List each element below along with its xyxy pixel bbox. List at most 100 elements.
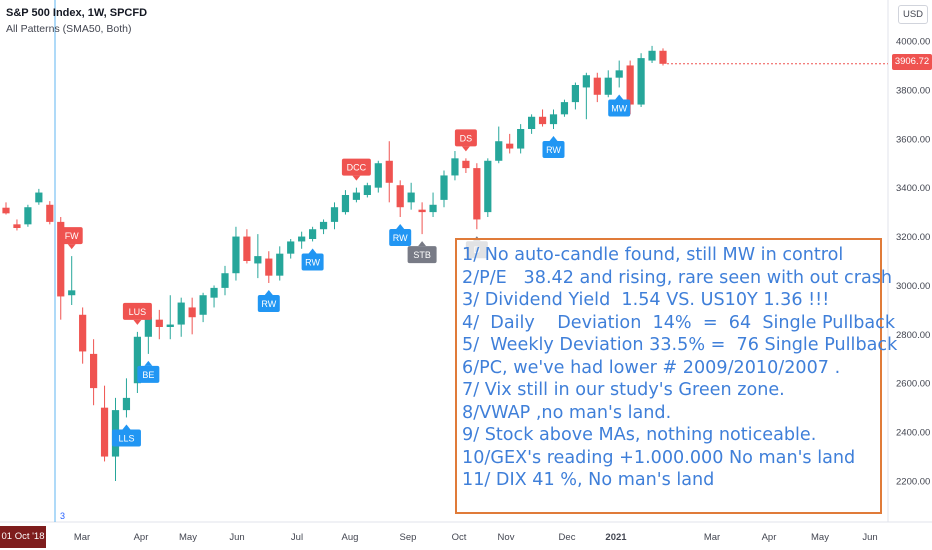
pattern-signal-pointer xyxy=(67,244,76,250)
x-tick-label: Mar xyxy=(704,532,720,543)
candle-body xyxy=(571,85,579,103)
note-line: 5/ Weekly Deviation 33.5% = 76 Single Pu… xyxy=(462,335,898,355)
y-tick-label: 2200.00 xyxy=(896,477,930,488)
indicator-label[interactable]: All Patterns (SMA50, Both) xyxy=(6,23,132,35)
candle-body xyxy=(538,116,547,125)
candle-body xyxy=(363,185,371,195)
candle-body xyxy=(440,175,448,200)
candle-body xyxy=(13,224,21,228)
y-tick-label: 2800.00 xyxy=(896,330,930,341)
pattern-signal-badge xyxy=(341,158,371,176)
candle-body xyxy=(298,236,306,242)
y-tick-label: 3200.00 xyxy=(896,232,930,243)
y-tick-label: 4000.00 xyxy=(896,37,930,48)
x-tick-label: Jun xyxy=(229,532,244,543)
candle-body xyxy=(35,192,43,203)
candle-body xyxy=(484,160,492,213)
note-line: 11/ DIX 41 %, No man's land xyxy=(462,470,715,490)
candle-body xyxy=(330,207,339,222)
pattern-signal-label: LUS xyxy=(129,307,147,317)
candle-body xyxy=(648,50,656,61)
candle-body xyxy=(265,258,273,276)
candle-body xyxy=(626,65,634,105)
symbol-title[interactable]: S&P 500 Index, 1W, SPCFD xyxy=(6,7,148,19)
pattern-signal-label: MW xyxy=(611,103,627,113)
last-price-tag: 3906.72 xyxy=(892,54,932,70)
candle-body xyxy=(462,160,470,169)
y-tick-label: 3800.00 xyxy=(896,85,930,96)
candle-body xyxy=(79,314,87,352)
candle-body xyxy=(144,317,152,337)
candle-body xyxy=(155,319,163,327)
pattern-signal-label: RW xyxy=(261,299,276,309)
pattern-signal-pointer xyxy=(308,248,317,254)
y-tick-label: 3600.00 xyxy=(896,134,930,145)
candle-body xyxy=(451,158,459,176)
candle-body xyxy=(582,75,590,88)
note-line: 7/ Vix still in our study's Green zone. xyxy=(462,380,785,400)
pattern-signal-badge xyxy=(454,129,477,147)
cursor-marker: 3 xyxy=(60,511,66,521)
candle-body xyxy=(276,253,284,276)
candle-body xyxy=(199,295,207,315)
candle-body xyxy=(46,204,54,222)
y-tick-label: 3400.00 xyxy=(896,183,930,194)
candle-body xyxy=(133,336,141,384)
candle-body xyxy=(495,141,503,161)
candle-body xyxy=(210,287,218,298)
candle-body xyxy=(604,77,612,95)
candle-body xyxy=(309,229,317,239)
x-tick-label: Sep xyxy=(400,532,417,543)
notes-annotation-box[interactable]: 1/ No auto-candle found, still MW in con… xyxy=(455,238,898,514)
candle-body xyxy=(506,143,514,149)
candle-body xyxy=(615,70,623,78)
pattern-signal-badge xyxy=(122,302,152,320)
pattern-signal-badge xyxy=(60,227,83,245)
pattern-signal-badge xyxy=(542,141,565,158)
note-line: 4/ Daily Deviation 14% = 64 Single Pullb… xyxy=(462,312,896,333)
pattern-signal-label: BE xyxy=(142,370,154,380)
x-tick-label: Apr xyxy=(762,532,777,543)
candle-body xyxy=(517,129,525,149)
x-tick-label: May xyxy=(179,532,197,543)
pattern-signal-pointer xyxy=(396,224,405,229)
candle-body xyxy=(429,204,437,213)
x-tick-label: Oct xyxy=(452,532,467,543)
y-tick-label: 2400.00 xyxy=(896,428,930,439)
pattern-signal-badge xyxy=(257,295,280,312)
pattern-signal-pointer xyxy=(352,175,361,181)
candle-body xyxy=(100,407,109,457)
pattern-signal-pointer xyxy=(122,424,131,430)
pattern-signal-label: RW xyxy=(305,257,320,267)
candle-body xyxy=(637,58,645,105)
pattern-signal-label: DCC xyxy=(347,163,367,173)
pattern-signal-pointer xyxy=(615,94,624,100)
candle-body xyxy=(319,221,328,230)
candle-body xyxy=(254,256,262,264)
note-line: 8/VWAP ,no man's land. xyxy=(462,402,672,423)
x-tick-label: 2021 xyxy=(605,532,627,543)
candle-body xyxy=(232,236,240,274)
note-line: 1/ No auto-candle found, still MW in con… xyxy=(462,245,844,265)
pattern-signal-badge xyxy=(301,253,324,271)
candle-body xyxy=(407,192,415,203)
note-line: 2/P/E 38.42 and rising, rare seen with o… xyxy=(462,267,893,288)
x-tick-label: Aug xyxy=(342,532,359,543)
pattern-signal-badge xyxy=(608,99,631,117)
candle-body xyxy=(374,163,382,188)
pattern-signal-label: FW xyxy=(65,231,79,241)
pattern-signal-badge xyxy=(389,229,412,246)
candle-body xyxy=(593,77,601,95)
x-tick-label: Nov xyxy=(498,532,515,543)
pattern-signal-label: RW xyxy=(393,233,408,243)
candle-body xyxy=(352,192,360,200)
currency-button[interactable]: USD xyxy=(898,5,928,24)
candle-body xyxy=(68,290,76,296)
crosshair-date-tag: 01 Oct '18 xyxy=(0,526,46,548)
y-tick-label: 3000.00 xyxy=(896,281,930,292)
candle-body xyxy=(90,353,98,389)
candle-body xyxy=(473,168,481,220)
x-tick-label: Dec xyxy=(559,532,576,543)
x-tick-label: May xyxy=(811,532,829,543)
pattern-signal-pointer xyxy=(549,136,558,141)
